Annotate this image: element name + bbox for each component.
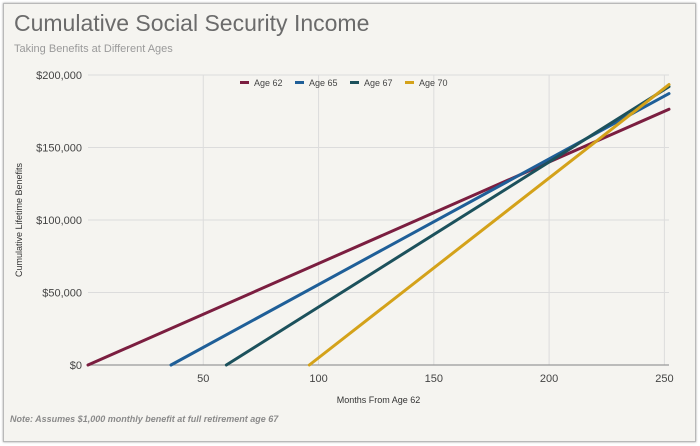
series-line-age-70 xyxy=(307,83,671,367)
x-tick-label: 200 xyxy=(540,373,558,385)
y-axis-label: Cumulative Lifetime Benefits xyxy=(14,162,24,277)
x-tick-label: 50 xyxy=(197,373,209,385)
legend-label: Age 65 xyxy=(309,78,338,88)
y-tick-label: $50,000 xyxy=(42,288,82,300)
legend-swatch xyxy=(350,81,359,84)
chart-note: Note: Assumes $1,000 monthly benefit at … xyxy=(10,414,279,424)
legend-label: Age 67 xyxy=(364,78,393,88)
chart-title: Cumulative Social Security Income xyxy=(14,10,370,36)
chart-frame xyxy=(3,3,696,442)
legend-swatch xyxy=(405,81,414,84)
x-tick-label: 100 xyxy=(309,373,327,385)
x-tick-label: 150 xyxy=(425,373,443,385)
legend-swatch xyxy=(240,81,249,84)
y-tick-label: $200,000 xyxy=(36,70,82,82)
y-tick-label: $0 xyxy=(70,360,82,372)
legend-label: Age 70 xyxy=(419,78,448,88)
series-line-age-67 xyxy=(224,85,671,367)
y-tick-label: $150,000 xyxy=(36,143,82,155)
legend-label: Age 62 xyxy=(254,78,283,88)
legend-swatch xyxy=(295,81,304,84)
x-tick-label: 250 xyxy=(655,373,673,385)
x-axis-label: Months From Age 62 xyxy=(337,395,421,405)
series-line-age-62 xyxy=(86,107,671,367)
y-tick-label: $100,000 xyxy=(36,215,82,227)
chart-subtitle: Taking Benefits at Different Ages xyxy=(14,43,173,55)
